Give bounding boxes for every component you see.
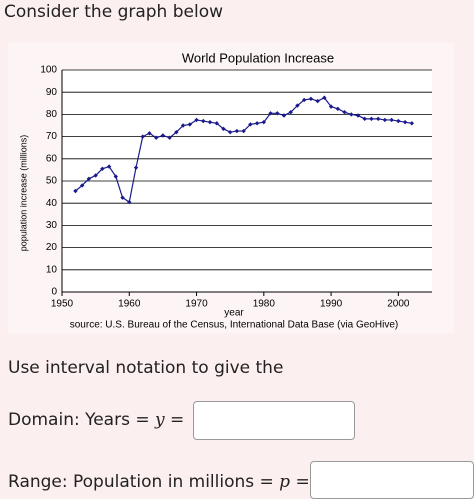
data-point [261, 119, 267, 125]
range-input[interactable] [310, 461, 474, 499]
chart-title: World Population Increase [182, 50, 334, 65]
domain-label: Domain: Years [8, 410, 130, 430]
data-point [180, 123, 186, 128]
data-point [362, 116, 367, 122]
x-axis-label: year [224, 308, 244, 319]
range-math: = p = [259, 472, 310, 492]
data-point [120, 195, 125, 200]
source: source: U.S. Bureau of the Census, Inter… [70, 320, 399, 331]
data-point [396, 118, 401, 124]
data-point [160, 133, 166, 138]
data-point [79, 183, 85, 188]
data-point [86, 176, 92, 181]
data-point [382, 117, 388, 123]
data-point [174, 129, 179, 135]
y-tick-label: 30 [46, 220, 58, 231]
data-point [241, 128, 246, 134]
data-point [389, 117, 394, 123]
data-point [335, 106, 341, 112]
data-point [301, 97, 307, 103]
x-tick-label: 1990 [320, 299, 343, 310]
data-point [328, 104, 334, 109]
data-point [355, 113, 361, 118]
y-tick-label: 40 [46, 198, 58, 209]
data-point [281, 113, 287, 118]
data-point [342, 109, 347, 115]
data-point [100, 166, 105, 171]
data-point [254, 121, 260, 126]
data-point [275, 111, 280, 116]
data-point [349, 112, 354, 117]
data-point [288, 109, 293, 115]
instruction: Use interval notation to give the [8, 358, 284, 378]
data-point [214, 121, 219, 126]
y-tick-label: 0 [51, 287, 57, 298]
range-label: Range: Population in millions [8, 472, 255, 492]
domain-row: Domain: Years = y = [8, 410, 184, 430]
data-point [194, 117, 199, 123]
data-point [93, 173, 98, 178]
data-point [207, 119, 213, 125]
data-point [234, 128, 240, 134]
prompt: Consider the graph below [4, 2, 224, 22]
x-tick-label: 1970 [185, 299, 208, 310]
y-tick-label: 10 [46, 264, 58, 275]
y-axis-label: population increase (millions) [18, 135, 28, 252]
y-tick-label: 80 [46, 109, 58, 120]
data-point [113, 174, 119, 179]
x-tick-label: 1960 [118, 299, 141, 310]
data-point [167, 135, 172, 140]
data-point [147, 131, 152, 136]
data-point [315, 98, 320, 104]
range-row: Range: Population in millions = p = [8, 472, 310, 492]
domain-input[interactable] [193, 401, 355, 440]
data-point [308, 96, 314, 102]
y-tick-label: 20 [46, 242, 58, 253]
x-tick-label: 2000 [387, 299, 410, 310]
y-tick-label: 50 [46, 176, 58, 187]
data-point [375, 116, 381, 122]
data-point [133, 165, 139, 170]
y-tick-label: 100 [40, 65, 57, 76]
y-tick-label: 60 [46, 153, 58, 164]
x-tick-label: 1980 [253, 299, 276, 310]
domain-math: = y = [135, 410, 185, 430]
data-point [227, 129, 233, 135]
x-tick-label: 1950 [51, 299, 74, 310]
data-point [268, 111, 273, 116]
data-point [187, 122, 193, 127]
data-point [140, 134, 145, 139]
data-point [248, 122, 253, 127]
data-point [221, 126, 226, 132]
data-point [201, 118, 206, 124]
data-point [73, 188, 78, 194]
chart: World Population Increase population inc… [8, 43, 454, 333]
data-point [402, 119, 408, 125]
y-tick-label: 90 [46, 87, 58, 98]
data-point [322, 95, 327, 100]
data-point [153, 135, 159, 140]
data-point [409, 121, 415, 126]
data-point [295, 103, 300, 108]
data-point [369, 116, 374, 122]
data-point [106, 164, 112, 169]
y-tick-label: 70 [46, 131, 58, 142]
